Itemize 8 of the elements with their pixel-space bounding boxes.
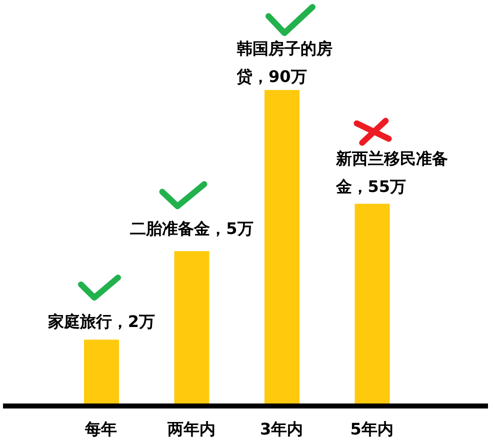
annotation: 二胎准备金，5万 [130, 218, 254, 240]
annotation: 韩国房子的房贷，90万 [236, 38, 334, 88]
x-tick-label: 5年内 [350, 419, 394, 438]
x-tick-label: 两年内 [166, 419, 216, 438]
annotation: 新西兰移民准备金，55万 [336, 148, 449, 198]
annotation: 家庭旅行，2万 [48, 310, 156, 333]
x-tick-label: 3年内 [260, 419, 304, 438]
x-tick-label: 每年 [84, 419, 118, 438]
